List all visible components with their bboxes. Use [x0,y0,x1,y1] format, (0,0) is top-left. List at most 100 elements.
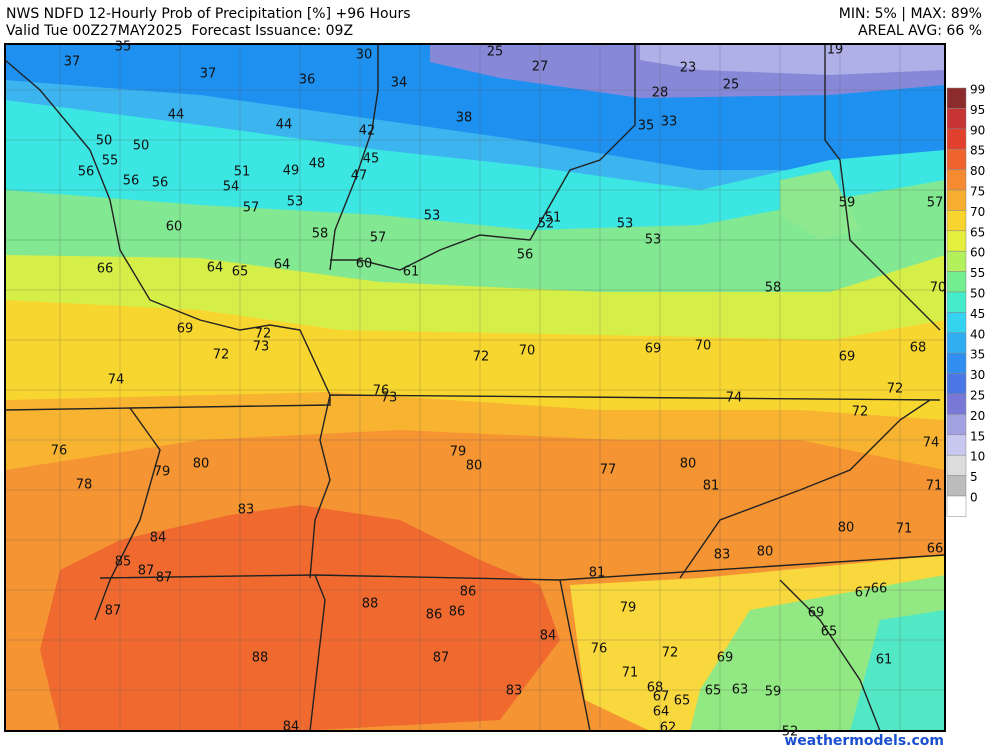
legend-swatch [946,148,967,170]
legend-label: 20 [970,409,985,423]
value-label: 57 [243,201,260,216]
valid-time: Valid Tue 00Z27MAY2025 Forecast Issuance… [6,23,353,39]
value-label: 70 [930,281,947,296]
legend-label: 99 [970,83,985,97]
value-label: 37 [200,67,217,82]
value-label: 79 [154,465,171,480]
value-label: 87 [105,604,122,619]
value-label: 70 [519,344,536,359]
value-label: 87 [433,651,450,666]
value-label: 51 [234,165,251,180]
value-label: 72 [473,350,490,365]
value-label: 88 [252,651,269,666]
value-label: 68 [910,341,927,356]
value-label: 73 [381,391,398,406]
value-label: 74 [108,373,125,388]
legend-swatch [946,128,967,150]
legend-label: 55 [970,266,985,280]
value-label: 69 [645,342,662,357]
value-label: 56 [123,174,140,189]
value-label: 64 [653,705,670,720]
value-label: 28 [652,86,669,101]
value-labels: 35 37 37 36 30 34 25 27 23 25 19 28 35 33 44 44 38 42 50 50… [51,40,947,740]
value-label: 72 [852,405,869,420]
value-label: 51 [545,211,562,226]
value-label: 57 [370,231,387,246]
min-max: MIN: 5% | MAX: 89% [839,6,982,22]
value-label: 84 [540,629,557,644]
value-label: 72 [213,348,230,363]
value-label: 53 [287,195,304,210]
value-label: 50 [96,134,113,149]
legend-swatch [946,434,967,456]
value-label: 33 [661,115,678,130]
legend-swatch [946,271,967,293]
value-label: 80 [757,545,774,560]
value-label: 88 [362,597,379,612]
value-label: 81 [703,479,720,494]
value-label: 35 [115,40,132,55]
legend-swatch [946,87,967,109]
value-label: 54 [223,180,240,195]
value-label: 19 [827,43,844,58]
value-label: 48 [309,157,326,172]
value-label: 65 [705,684,722,699]
value-label: 85 [115,555,132,570]
value-label: 72 [255,327,272,342]
value-label: 45 [363,152,380,167]
value-label: 35 [638,119,655,134]
value-label: 83 [506,684,523,699]
legend-label: 35 [970,348,985,362]
legend-swatch [946,210,967,232]
value-label: 66 [97,262,114,277]
value-label: 49 [283,164,300,179]
value-label: 47 [351,169,368,184]
value-label: 69 [177,322,194,337]
value-label: 74 [923,436,940,451]
value-label: 72 [662,646,679,661]
legend-label: 75 [970,185,985,199]
value-label: 66 [927,542,944,557]
value-label: 68 [647,681,664,696]
watermark: weathermodels.com [784,733,944,749]
legend-label: 5 [970,470,978,484]
value-label: 56 [152,176,169,191]
legend-swatch [946,414,967,436]
value-label: 79 [450,445,467,460]
value-label: 52 [782,725,799,740]
value-label: 76 [51,444,68,459]
value-label: 27 [532,60,549,75]
value-label: 80 [680,457,697,472]
value-label: 58 [312,227,329,242]
value-label: 84 [150,531,167,546]
value-label: 73 [253,340,270,355]
value-label: 53 [645,233,662,248]
value-label: 71 [926,479,943,494]
value-label: 57 [927,196,944,211]
legend-label: 40 [970,327,985,341]
value-label: 61 [876,653,893,668]
value-label: 65 [821,625,838,640]
value-label: 55 [102,154,119,169]
value-label: 64 [274,258,291,273]
value-label: 44 [168,108,185,123]
legend-label: 60 [970,246,985,260]
areal-avg: AREAL AVG: 66 % [858,23,982,39]
value-label: 80 [838,521,855,536]
value-label: 56 [517,248,534,263]
value-label: 66 [871,582,888,597]
value-label: 25 [723,78,740,93]
value-label: 87 [138,564,155,579]
legend-swatch [946,475,967,497]
value-label: 76 [591,642,608,657]
value-label: 44 [276,118,293,133]
value-label: 74 [726,391,743,406]
legend-swatch [946,373,967,395]
value-label: 50 [133,139,150,154]
legend-swatch [946,108,967,130]
legend-label: 0 [970,491,978,505]
legend-label: 65 [970,225,985,239]
value-label: 30 [356,48,373,63]
